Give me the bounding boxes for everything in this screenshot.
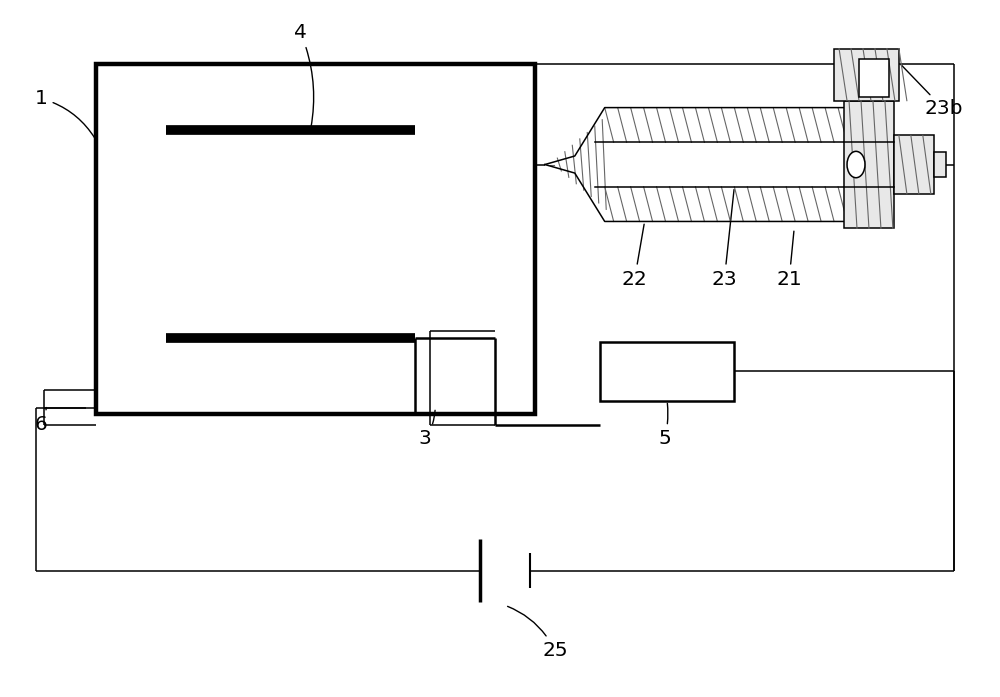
Polygon shape bbox=[96, 64, 535, 415]
Text: 5: 5 bbox=[658, 404, 671, 448]
Polygon shape bbox=[859, 59, 889, 97]
Polygon shape bbox=[894, 135, 934, 194]
Text: 4: 4 bbox=[294, 23, 314, 127]
Text: 6: 6 bbox=[35, 408, 48, 434]
Polygon shape bbox=[834, 49, 899, 100]
Text: 3: 3 bbox=[419, 411, 435, 448]
Text: 1: 1 bbox=[35, 89, 95, 138]
Polygon shape bbox=[934, 152, 946, 177]
Polygon shape bbox=[600, 342, 734, 401]
Text: 22: 22 bbox=[622, 224, 648, 289]
Ellipse shape bbox=[847, 151, 865, 178]
Text: 25: 25 bbox=[508, 606, 568, 660]
Text: 21: 21 bbox=[776, 231, 802, 289]
Text: 23b: 23b bbox=[901, 65, 963, 118]
Text: 23: 23 bbox=[712, 190, 737, 289]
Polygon shape bbox=[844, 100, 894, 229]
